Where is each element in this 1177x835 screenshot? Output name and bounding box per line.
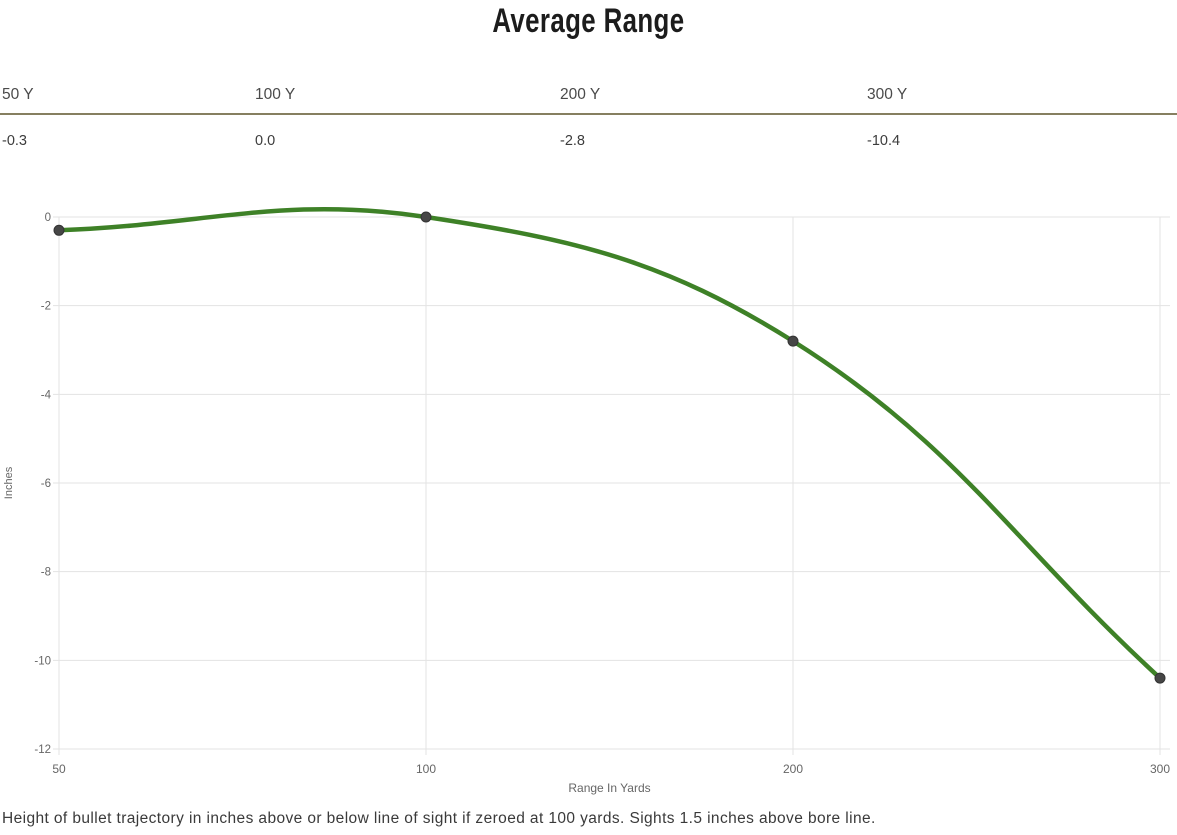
range-summary-table: 50 Y 100 Y 200 Y 300 Y -0.3 0.0 -2.8 -10… [0,85,1177,150]
y-axis-title: Inches [3,466,15,499]
data-point-marker[interactable] [787,335,799,347]
x-axis-tick-label: 300 [1150,762,1170,776]
x-axis-tick-label: 100 [416,762,436,776]
y-axis-tick-label: 0 [45,212,51,224]
range-header-300y: 300 Y [867,86,908,103]
range-header-100y: 100 Y [255,86,296,103]
x-axis-tick-label: 200 [783,762,803,776]
chart-footnote: Height of bullet trajectory in inches ab… [2,810,876,827]
range-header-200y: 200 Y [560,86,601,103]
data-point-marker[interactable] [1154,672,1166,684]
page-title: Average Range [0,1,1177,41]
data-point-marker[interactable] [420,211,432,223]
x-axis-tick-label: 50 [52,762,66,776]
y-axis-tick-label: -12 [34,744,51,756]
range-value-300y: -10.4 [867,133,901,149]
range-value-50y: -0.3 [2,133,27,149]
x-axis-title: Range In Yards [568,781,650,795]
y-axis-tick-label: -4 [41,389,52,401]
data-point-marker[interactable] [53,224,65,236]
y-axis-tick-label: -8 [41,567,51,579]
range-value-100y: 0.0 [255,133,276,149]
range-summary-value-row: -0.3 0.0 -2.8 -10.4 [0,115,1177,150]
range-header-50y: 50 Y [2,86,34,103]
y-axis-tick-label: -10 [34,655,51,667]
range-summary-header-row: 50 Y 100 Y 200 Y 300 Y [0,85,1177,115]
trajectory-line [56,206,1163,681]
y-axis-tick-label: -6 [41,478,51,490]
page-title-text: Average Range [492,2,685,40]
y-axis-tick-label: -2 [41,301,51,313]
range-value-200y: -2.8 [560,133,585,149]
